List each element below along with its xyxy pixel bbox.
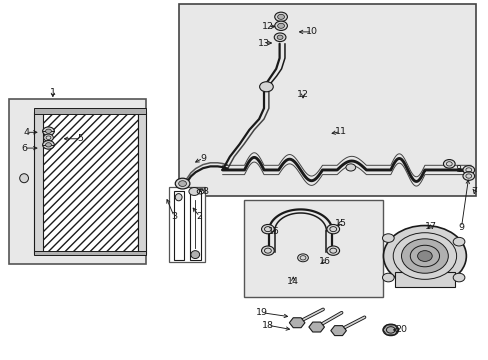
Text: 13: 13	[257, 39, 269, 48]
Circle shape	[43, 134, 53, 141]
Ellipse shape	[20, 174, 28, 183]
Circle shape	[383, 226, 466, 287]
Circle shape	[462, 166, 474, 174]
Bar	[173, 192, 183, 260]
Circle shape	[452, 237, 464, 246]
Circle shape	[261, 246, 274, 255]
Circle shape	[274, 21, 287, 31]
Circle shape	[277, 23, 284, 28]
Circle shape	[42, 140, 54, 149]
Circle shape	[259, 82, 273, 92]
Circle shape	[45, 129, 51, 134]
Text: 14: 14	[286, 276, 299, 285]
Circle shape	[345, 164, 355, 171]
Circle shape	[462, 172, 474, 180]
Text: 12: 12	[262, 22, 273, 31]
Text: 15: 15	[334, 219, 346, 228]
Circle shape	[392, 233, 456, 279]
Bar	[34, 112, 42, 253]
Circle shape	[277, 35, 283, 40]
Circle shape	[188, 188, 199, 195]
Circle shape	[409, 245, 439, 267]
Text: 1: 1	[50, 87, 56, 96]
Text: 9: 9	[458, 223, 464, 232]
FancyBboxPatch shape	[244, 200, 383, 297]
Ellipse shape	[190, 251, 199, 258]
Text: 19: 19	[256, 308, 267, 317]
Text: 8: 8	[202, 187, 208, 196]
Circle shape	[326, 225, 339, 234]
Text: 15: 15	[267, 228, 279, 237]
Circle shape	[45, 143, 51, 147]
Circle shape	[382, 234, 393, 242]
Text: 17: 17	[424, 222, 436, 231]
Circle shape	[452, 273, 464, 282]
Bar	[189, 192, 200, 260]
Circle shape	[297, 254, 308, 262]
Text: 11: 11	[334, 127, 346, 136]
Ellipse shape	[175, 194, 182, 201]
Circle shape	[274, 33, 285, 41]
Circle shape	[261, 225, 274, 234]
Text: 12: 12	[296, 90, 308, 99]
Text: 5: 5	[77, 134, 83, 143]
Text: 9: 9	[200, 154, 205, 163]
Circle shape	[401, 239, 447, 273]
Circle shape	[175, 178, 189, 189]
Text: 20: 20	[395, 325, 407, 334]
Circle shape	[326, 246, 339, 255]
FancyBboxPatch shape	[178, 4, 475, 196]
Circle shape	[382, 273, 393, 282]
Circle shape	[417, 251, 431, 261]
Text: 18: 18	[262, 321, 273, 330]
Bar	[34, 251, 146, 255]
Circle shape	[443, 159, 454, 168]
Text: 10: 10	[305, 27, 318, 36]
FancyBboxPatch shape	[168, 187, 205, 262]
Circle shape	[277, 14, 284, 19]
Bar	[138, 112, 146, 253]
Text: 16: 16	[318, 257, 330, 266]
Text: 6: 6	[21, 144, 27, 153]
Text: 7: 7	[471, 187, 477, 196]
Circle shape	[382, 324, 398, 336]
FancyBboxPatch shape	[9, 99, 146, 264]
Circle shape	[178, 181, 186, 186]
Bar	[34, 108, 146, 114]
Text: 8: 8	[454, 165, 460, 174]
Bar	[394, 272, 454, 287]
Circle shape	[42, 127, 54, 135]
Text: 3: 3	[171, 212, 177, 221]
Polygon shape	[42, 112, 138, 253]
Text: 2: 2	[196, 212, 202, 221]
Text: 4: 4	[23, 128, 29, 137]
Circle shape	[274, 12, 287, 22]
